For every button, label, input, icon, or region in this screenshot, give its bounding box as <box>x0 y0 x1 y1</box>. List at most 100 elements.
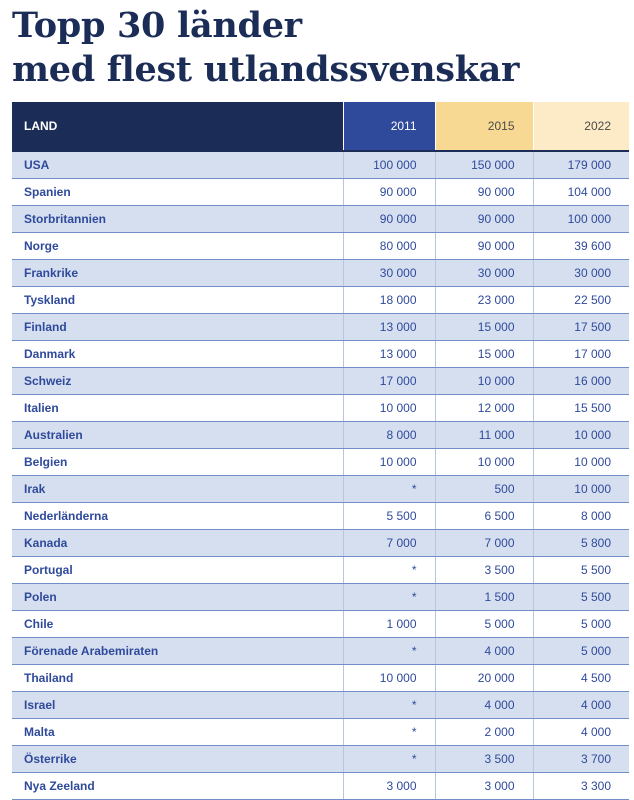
value-2011-cell: 17 000 <box>343 367 436 395</box>
table-row: Nya Zeeland 3 000 3 000 3 300 <box>12 772 629 800</box>
value-2011-cell: 30 000 <box>343 259 436 287</box>
value-2015-cell: 15 000 <box>435 313 534 341</box>
value-2011-cell: 90 000 <box>343 205 436 233</box>
country-cell: Schweiz <box>12 367 344 395</box>
value-2015-cell: 3 500 <box>435 745 534 773</box>
table-row: Österrike * 3 500 3 700 <box>12 745 629 773</box>
value-2011-cell: * <box>343 718 436 746</box>
country-cell: Polen <box>12 583 344 611</box>
table-row: Förenade Arabemiraten * 4 000 5 000 <box>12 637 629 665</box>
country-cell: Frankrike <box>12 259 344 287</box>
country-cell: Österrike <box>12 745 344 773</box>
value-2015-cell: 500 <box>435 475 534 503</box>
value-2022-cell: 15 500 <box>533 394 629 422</box>
page-title: Topp 30 länder med flest utlandssvenskar <box>12 4 519 92</box>
table-row: Kanada 7 000 7 000 5 800 <box>12 529 629 557</box>
value-2022-cell: 3 700 <box>533 745 629 773</box>
country-cell: Malta <box>12 718 344 746</box>
value-2022-cell: 17 000 <box>533 340 629 368</box>
value-2022-cell: 100 000 <box>533 205 629 233</box>
value-2015-cell: 2 000 <box>435 718 534 746</box>
table-row: USA 100 000 150 000 179 000 <box>12 150 629 179</box>
value-2015-cell: 7 000 <box>435 529 534 557</box>
value-2022-cell: 39 600 <box>533 232 629 260</box>
value-2015-cell: 23 000 <box>435 286 534 314</box>
table-row: Finland 13 000 15 000 17 500 <box>12 313 629 341</box>
table-row: Belgien 10 000 10 000 10 000 <box>12 448 629 476</box>
value-2022-cell: 4 500 <box>533 664 629 692</box>
countries-table: LAND 2011 2015 2022 USA 100 000 150 000 179… <box>12 102 629 800</box>
country-cell: Chile <box>12 610 344 638</box>
value-2022-cell: 10 000 <box>533 475 629 503</box>
table-row: Italien 10 000 12 000 15 500 <box>12 394 629 422</box>
country-cell: Tyskland <box>12 286 344 314</box>
value-2015-cell: 4 000 <box>435 637 534 665</box>
country-cell: Belgien <box>12 448 344 476</box>
value-2015-cell: 20 000 <box>435 664 534 692</box>
value-2015-cell: 3 500 <box>435 556 534 584</box>
value-2011-cell: * <box>343 556 436 584</box>
table-row: Tyskland 18 000 23 000 22 500 <box>12 286 629 314</box>
value-2011-cell: 18 000 <box>343 286 436 314</box>
value-2015-cell: 150 000 <box>435 150 534 179</box>
value-2011-cell: 10 000 <box>343 448 436 476</box>
value-2015-cell: 5 000 <box>435 610 534 638</box>
table-row: Thailand 10 000 20 000 4 500 <box>12 664 629 692</box>
country-cell: Thailand <box>12 664 344 692</box>
title-line-1: Topp 30 länder <box>12 5 302 46</box>
table-header-row: LAND 2011 2015 2022 <box>12 102 629 151</box>
value-2011-cell: 10 000 <box>343 394 436 422</box>
value-2015-cell: 1 500 <box>435 583 534 611</box>
value-2011-cell: 8 000 <box>343 421 436 449</box>
value-2022-cell: 5 000 <box>533 637 629 665</box>
value-2022-cell: 22 500 <box>533 286 629 314</box>
country-cell: Storbritannien <box>12 205 344 233</box>
value-2011-cell: * <box>343 637 436 665</box>
value-2015-cell: 90 000 <box>435 205 534 233</box>
country-cell: USA <box>12 150 344 179</box>
table-row: Israel * 4 000 4 000 <box>12 691 629 719</box>
country-cell: Spanien <box>12 178 344 206</box>
value-2022-cell: 4 000 <box>533 718 629 746</box>
value-2022-cell: 5 500 <box>533 556 629 584</box>
country-cell: Danmark <box>12 340 344 368</box>
value-2011-cell: 3 000 <box>343 772 436 800</box>
value-2022-cell: 3 300 <box>533 772 629 800</box>
table-body: USA 100 000 150 000 179 000 Spanien 90 000 90 … <box>12 150 629 800</box>
value-2011-cell: 10 000 <box>343 664 436 692</box>
value-2022-cell: 5 000 <box>533 610 629 638</box>
column-header-2015: 2015 <box>435 102 534 151</box>
value-2015-cell: 90 000 <box>435 178 534 206</box>
value-2011-cell: * <box>343 475 436 503</box>
value-2015-cell: 4 000 <box>435 691 534 719</box>
value-2022-cell: 16 000 <box>533 367 629 395</box>
value-2022-cell: 179 000 <box>533 150 629 179</box>
table-row: Chile 1 000 5 000 5 000 <box>12 610 629 638</box>
value-2022-cell: 8 000 <box>533 502 629 530</box>
value-2022-cell: 5 500 <box>533 583 629 611</box>
table-row: Australien 8 000 11 000 10 000 <box>12 421 629 449</box>
value-2011-cell: 80 000 <box>343 232 436 260</box>
table-row: Malta * 2 000 4 000 <box>12 718 629 746</box>
table-row: Frankrike 30 000 30 000 30 000 <box>12 259 629 287</box>
table-row: Storbritannien 90 000 90 000 100 000 <box>12 205 629 233</box>
country-cell: Nederländerna <box>12 502 344 530</box>
value-2011-cell: 13 000 <box>343 340 436 368</box>
country-cell: Israel <box>12 691 344 719</box>
value-2015-cell: 6 500 <box>435 502 534 530</box>
value-2015-cell: 15 000 <box>435 340 534 368</box>
value-2015-cell: 10 000 <box>435 448 534 476</box>
column-header-2022: 2022 <box>533 102 629 151</box>
country-cell: Australien <box>12 421 344 449</box>
column-header-land: LAND <box>12 102 344 151</box>
table-row: Nederländerna 5 500 6 500 8 000 <box>12 502 629 530</box>
table-row: Irak * 500 10 000 <box>12 475 629 503</box>
value-2011-cell: * <box>343 583 436 611</box>
value-2015-cell: 3 000 <box>435 772 534 800</box>
country-cell: Norge <box>12 232 344 260</box>
table-row: Polen * 1 500 5 500 <box>12 583 629 611</box>
value-2022-cell: 17 500 <box>533 313 629 341</box>
country-cell: Nya Zeeland <box>12 772 344 800</box>
country-cell: Irak <box>12 475 344 503</box>
column-header-2011: 2011 <box>343 102 436 151</box>
